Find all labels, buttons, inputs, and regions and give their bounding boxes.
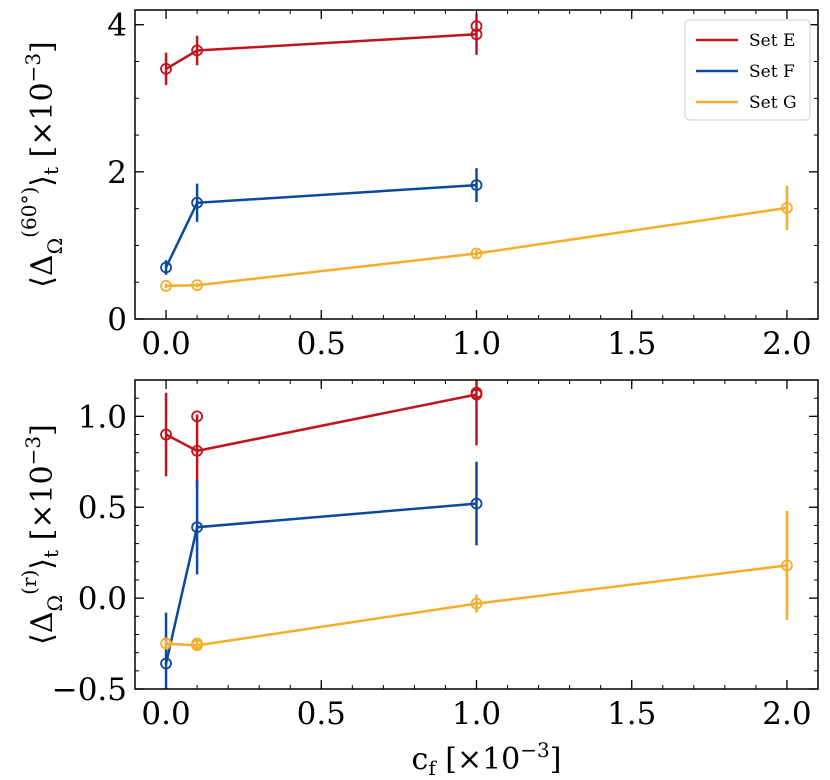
series-line bbox=[164, 183, 477, 269]
plot-frame bbox=[134, 9, 819, 320]
data-point bbox=[191, 637, 203, 650]
x-tick-label: 0.5 bbox=[297, 326, 346, 362]
y-tick-label: 1.0 bbox=[78, 399, 127, 435]
bottom-panel: 0.0 0.5 1.0 1.5 2.0 −0.5 0.0 0.5 1.0 ⟨ΔΩ(r)⟩t [×1… bbox=[17, 379, 819, 780]
y-axis-label: ⟨ΔΩ(r)⟩t [×10−3] bbox=[17, 424, 67, 645]
y-tick-label: 0.5 bbox=[78, 490, 127, 526]
data-point bbox=[191, 44, 203, 57]
data-point bbox=[191, 410, 203, 423]
series-set-e bbox=[160, 380, 483, 488]
data-point bbox=[160, 428, 172, 441]
series-line bbox=[165, 206, 788, 288]
data-point bbox=[160, 637, 172, 650]
data-point bbox=[191, 196, 203, 209]
y-tick-label: −0.5 bbox=[52, 672, 127, 708]
series-set-f bbox=[160, 461, 483, 689]
x-tick-label: 2.0 bbox=[762, 696, 811, 732]
x-tick-label: 1.0 bbox=[452, 326, 501, 362]
data-point bbox=[470, 386, 483, 399]
data-point bbox=[191, 444, 203, 457]
plot-frame bbox=[134, 379, 819, 690]
legend-label: Set E bbox=[749, 31, 795, 51]
x-tick-label: 0.0 bbox=[141, 326, 190, 362]
series-set-f bbox=[160, 168, 483, 275]
y-tick-label: 2 bbox=[107, 155, 127, 191]
data-point bbox=[160, 62, 172, 75]
series-line bbox=[165, 33, 477, 70]
legend: Set E Set F Set G bbox=[684, 19, 811, 121]
data-point bbox=[160, 261, 172, 274]
y-tick-label: 0 bbox=[107, 302, 127, 338]
data-point bbox=[781, 559, 793, 572]
series-line bbox=[165, 393, 477, 453]
data-point bbox=[470, 247, 483, 260]
data-point bbox=[470, 179, 483, 192]
x-axis-label: cf [×10−3] bbox=[412, 738, 562, 780]
data-point bbox=[470, 497, 483, 510]
y-tick-label: 0.0 bbox=[78, 581, 127, 617]
series-line bbox=[165, 564, 788, 647]
series-line bbox=[164, 502, 477, 664]
y-tick-label: 4 bbox=[107, 8, 127, 44]
data-point bbox=[160, 279, 172, 292]
legend-label: Set F bbox=[749, 62, 795, 82]
series-set-g bbox=[160, 185, 793, 292]
data-point bbox=[781, 202, 793, 214]
x-tick-label: 1.5 bbox=[607, 326, 656, 362]
data-point bbox=[191, 521, 203, 534]
x-tick-label: 1.0 bbox=[452, 696, 501, 732]
data-point bbox=[160, 657, 172, 670]
data-point bbox=[470, 28, 483, 41]
series-set-g bbox=[160, 510, 793, 652]
data-point bbox=[191, 279, 203, 292]
series-set-e bbox=[160, 13, 483, 86]
legend-box bbox=[684, 19, 811, 121]
x-tick-label: 0.5 bbox=[297, 696, 346, 732]
y-axis-label: ⟨ΔΩ(60°)⟩t [×10−3] bbox=[17, 41, 67, 288]
x-tick-label: 1.5 bbox=[607, 696, 656, 732]
data-point bbox=[470, 597, 483, 610]
legend-label: Set G bbox=[749, 93, 797, 113]
x-tick-label: 0.0 bbox=[141, 696, 190, 732]
top-panel: 0.0 0.5 1.0 1.5 2.0 0 2 4 ⟨ΔΩ(60°)⟩t [×10−3] Set … bbox=[17, 8, 819, 362]
x-tick-label: 2.0 bbox=[762, 326, 811, 362]
data-point bbox=[470, 20, 483, 33]
